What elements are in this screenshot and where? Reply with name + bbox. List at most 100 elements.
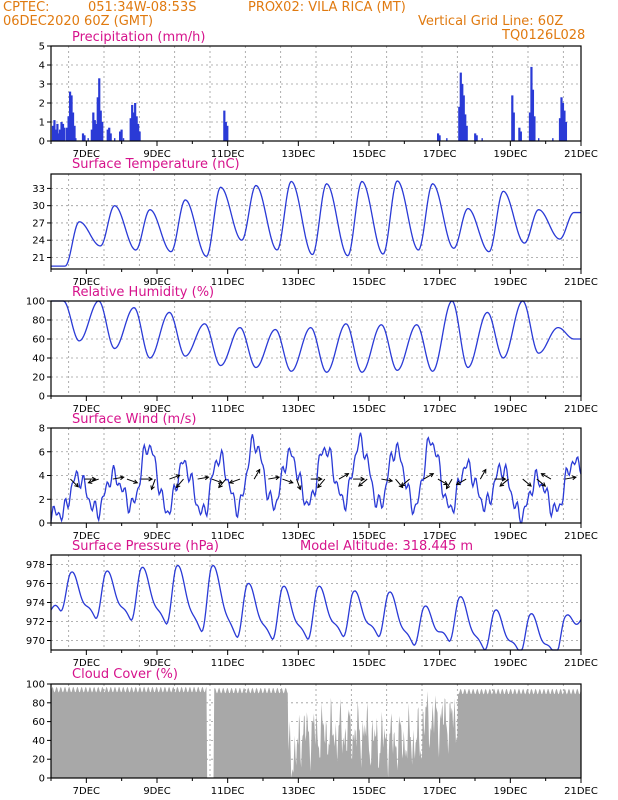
precip-bar <box>98 78 101 141</box>
panel5-frame <box>50 683 582 779</box>
panel5-xtick-label-4: 15DEC <box>352 786 386 797</box>
panel2-ytick-label-2: 40 <box>32 354 45 365</box>
header-date: 06DEC2020 60Z (GMT) <box>3 14 154 29</box>
precip-bar <box>519 131 522 141</box>
panel4-xtick-label-0: 7DEC <box>73 658 100 669</box>
panel2-xtick-label-3: 13DEC <box>281 404 315 415</box>
wind-arrow <box>400 478 410 487</box>
precip-bar <box>438 135 441 141</box>
wind-arrow-head <box>482 468 487 474</box>
panel3-ytick-label-1: 2 <box>39 495 45 506</box>
wind-arrow-head <box>429 473 435 478</box>
precip-bar <box>109 133 112 141</box>
wind-arrow-head <box>91 476 97 482</box>
wind-arrow-head <box>443 480 449 486</box>
panel0-title: Precipitation (mm/h) <box>72 30 205 45</box>
panel0-xtick-label-6: 19DEC <box>493 149 527 160</box>
panel3-xtick-label-3: 13DEC <box>281 531 315 542</box>
panel2-title: Relative Humidity (%) <box>72 285 214 300</box>
wind-arrow-head <box>150 485 155 491</box>
wind-arrow <box>126 478 138 484</box>
panel5-ytick-label-4: 80 <box>32 698 45 709</box>
series-line-2 <box>51 300 581 373</box>
precip-bar <box>518 127 521 141</box>
precip-bar <box>61 123 65 141</box>
wind-arrow-head <box>360 476 366 482</box>
precip-bar <box>101 138 104 141</box>
wind-arrow-head <box>74 482 79 488</box>
panel2-ytick-label-3: 60 <box>32 335 45 346</box>
precip-bar <box>71 112 75 141</box>
precip-bar <box>101 122 104 141</box>
precip-bar <box>531 89 535 141</box>
panel5-ytick-label-3: 60 <box>32 717 45 728</box>
series-line-3 <box>50 432 582 524</box>
series-line-4 <box>50 564 582 651</box>
wind-arrow-head <box>501 476 507 482</box>
wind-arrow <box>565 476 577 480</box>
panel4-ytick-label-1: 972 <box>26 617 45 628</box>
panel2-xtick-label-1: 9DEC <box>143 404 170 415</box>
precip-bar <box>564 122 568 141</box>
wind-arrow <box>176 478 184 488</box>
wind-arrow-head <box>527 482 532 487</box>
precip-bar <box>538 138 540 141</box>
wind-arrow-head <box>445 484 451 490</box>
panel5-xtick-label-6: 19DEC <box>493 786 527 797</box>
panel3-xtick-label-6: 19DEC <box>493 531 527 542</box>
panel4-xtick-label-5: 17DEC <box>423 658 457 669</box>
wind-arrow-head <box>119 475 125 481</box>
wind-arrow-head <box>288 479 294 484</box>
panel1-xtick-label-2: 11DEC <box>211 277 245 288</box>
precip-bar <box>90 129 93 141</box>
panel3-frame <box>50 427 582 524</box>
panel4-ytick-label-0: 970 <box>26 636 45 647</box>
precip-bar <box>122 138 125 141</box>
precip-bar <box>563 110 566 141</box>
wind-arrow <box>541 473 552 480</box>
precip-bar <box>475 135 478 141</box>
panel0-xtick-label-2: 11DEC <box>211 149 245 160</box>
precip-bar <box>533 116 536 141</box>
wind-arrow-head <box>175 474 181 479</box>
precip-bar <box>92 112 95 141</box>
panel2-ytick-label-4: 80 <box>32 316 45 327</box>
panel5-ytick-label-5: 100 <box>26 680 45 691</box>
wind-arrow-head <box>275 475 281 481</box>
precip-bar <box>474 133 477 141</box>
precip-bar <box>511 95 514 141</box>
panel4-frame <box>50 554 582 651</box>
precip-bar <box>462 95 465 141</box>
precip-bar <box>560 97 563 141</box>
precip-bar <box>134 103 137 141</box>
panel2-ytick-label-0: 0 <box>39 392 45 403</box>
precip-bar <box>58 129 62 141</box>
panel3-xtick-label-2: 11DEC <box>211 531 245 542</box>
panel4-ytick-label-2: 974 <box>26 598 45 609</box>
panel2-ytick-label-1: 20 <box>32 373 45 384</box>
precip-bar <box>119 131 122 141</box>
panel1-ytick-label-2: 27 <box>32 218 45 229</box>
precip-bar <box>83 135 86 141</box>
precip-bar <box>73 125 76 141</box>
precip-bar <box>66 127 69 141</box>
panel0-ytick-label-1: 1 <box>39 118 45 129</box>
wind-arrow-head <box>388 478 394 483</box>
panel1-xtick-label-5: 17DEC <box>423 277 457 288</box>
chart-header: CPTEC: 051:34W-08:53S PROX02: VILA RICA … <box>0 0 618 43</box>
wind-arrow <box>381 478 393 482</box>
panel2-ytick-label-5: 100 <box>26 297 45 308</box>
precip-bar <box>224 122 227 141</box>
header-grid-note: Vertical Grid Line: 60Z <box>418 14 564 29</box>
wind-arrow <box>317 478 326 488</box>
panel3-xtick-label-4: 15DEC <box>352 531 386 542</box>
panel4-xtick-label-7: 21DEC <box>564 658 598 669</box>
wind-arrow <box>423 473 434 480</box>
panel0-xtick-label-7: 21DEC <box>564 149 598 160</box>
panel0-ytick-label-4: 4 <box>39 61 45 72</box>
precip-bar <box>96 97 99 141</box>
panel1-xtick-label-6: 19DEC <box>493 277 527 288</box>
panel2-xtick-label-4: 15DEC <box>352 404 386 415</box>
wind-arrow-head <box>357 482 363 487</box>
panel2-xtick-label-0: 7DEC <box>73 404 100 415</box>
